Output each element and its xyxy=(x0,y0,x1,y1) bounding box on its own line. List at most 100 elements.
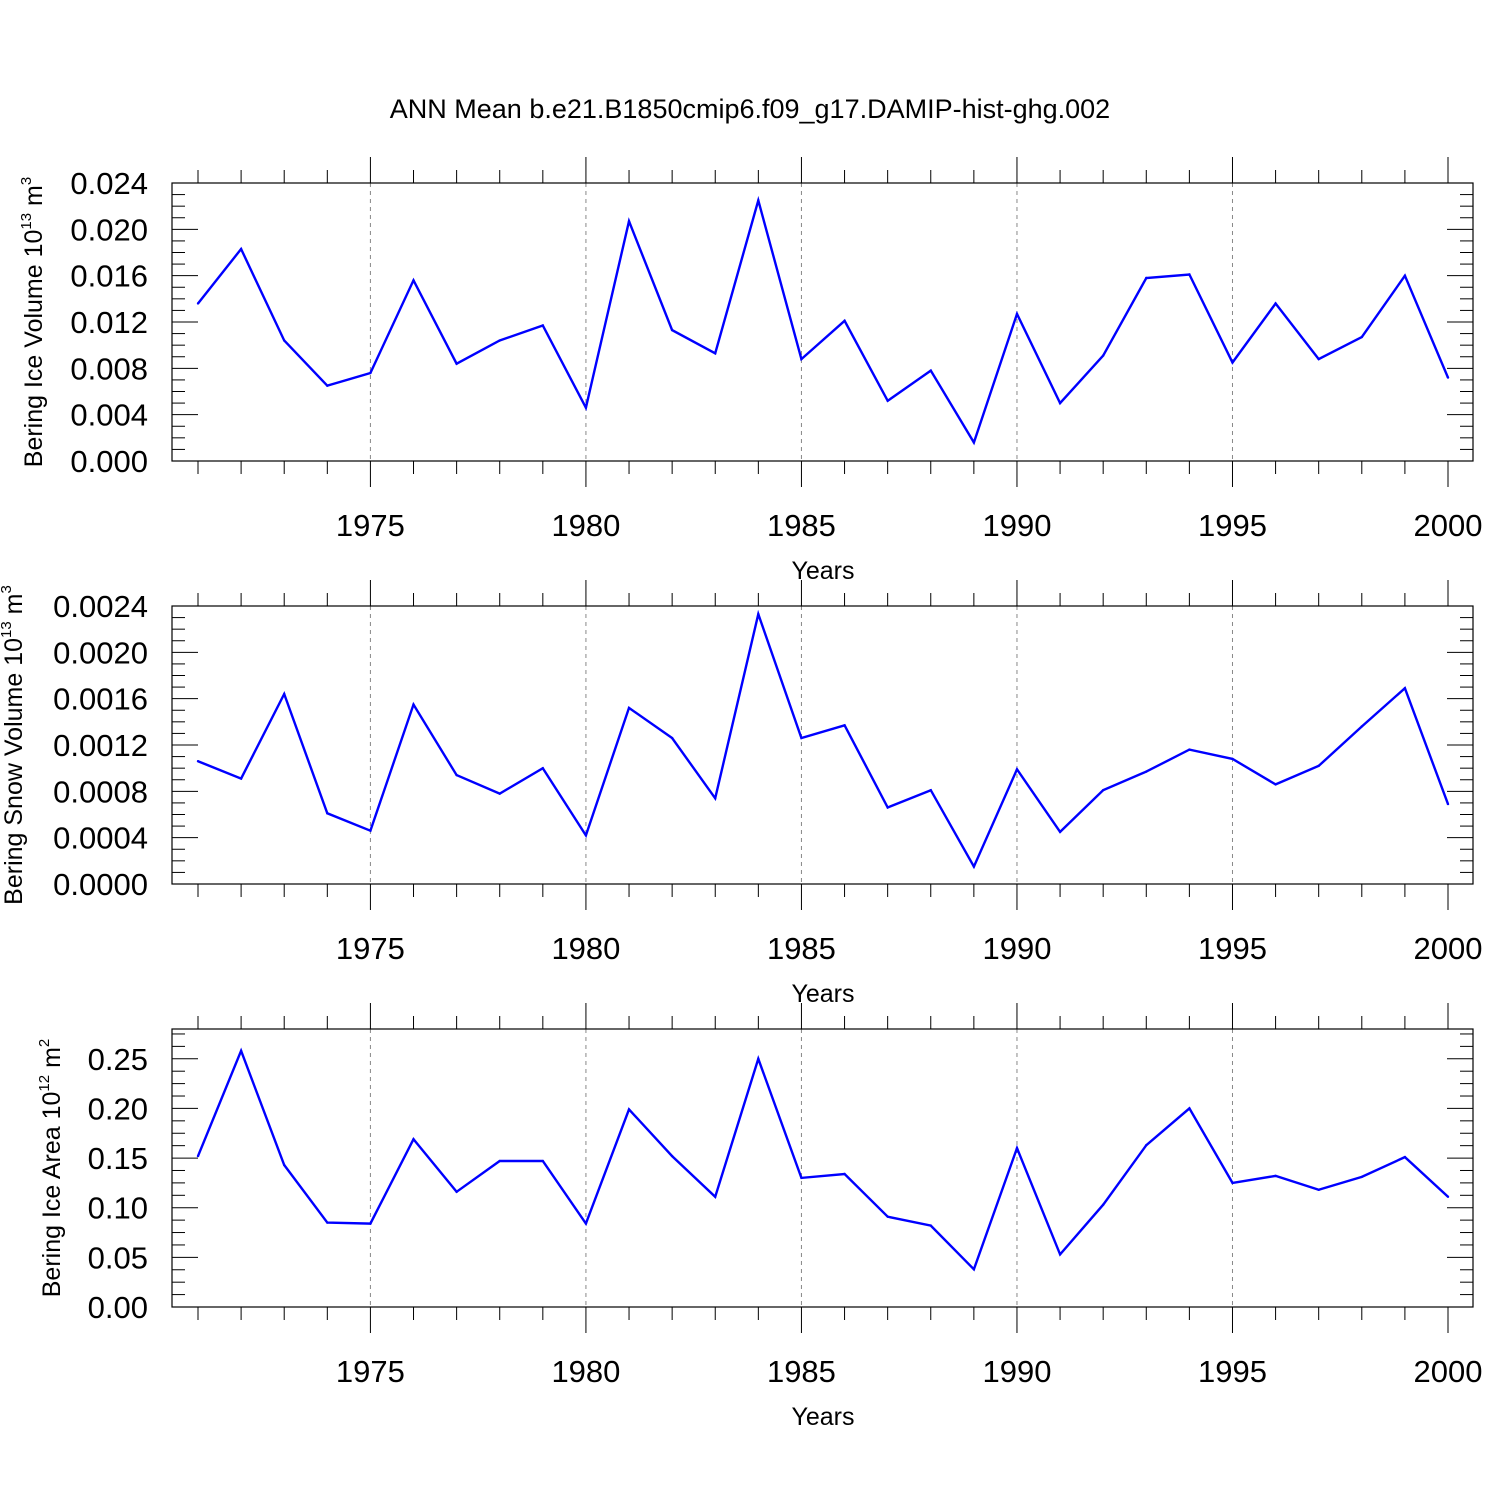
data-point xyxy=(584,834,588,837)
data-point xyxy=(843,1172,846,1176)
x-tick-label: 2000 xyxy=(1414,508,1483,543)
data-point xyxy=(1360,335,1363,339)
data-point xyxy=(196,1154,200,1158)
y-tick-label: 0.15 xyxy=(88,1141,148,1176)
data-point xyxy=(843,724,846,727)
x-tick-label: 1995 xyxy=(1198,508,1267,543)
data-point xyxy=(800,357,803,361)
data-point xyxy=(972,1268,976,1271)
data-point xyxy=(541,324,545,327)
data-point xyxy=(886,1215,889,1218)
data-point xyxy=(886,806,889,809)
data-point xyxy=(886,399,889,402)
data-point xyxy=(283,692,286,696)
data-point xyxy=(369,829,372,832)
chart-panel-2: 1975 1980 1985 1990 1995 2000 0.0000 0.0004 0.00… xyxy=(0,580,1482,1008)
x-tick-label: 1975 xyxy=(336,508,405,543)
y-axis-label: Bering Ice Area 1012 m2 xyxy=(36,1039,66,1298)
data-point xyxy=(670,736,674,740)
x-tick-label: 1995 xyxy=(1198,1354,1267,1389)
x-tick-label: 1990 xyxy=(982,1354,1051,1389)
y-tick-label: 0.0000 xyxy=(53,867,148,902)
data-point xyxy=(541,766,545,770)
data-point xyxy=(757,612,760,616)
data-point xyxy=(498,1159,501,1163)
x-tick-label: 2000 xyxy=(1414,931,1483,966)
data-point xyxy=(326,384,329,387)
data-point xyxy=(929,369,932,372)
data-point xyxy=(369,1222,372,1225)
data-point xyxy=(929,1224,932,1227)
data-point xyxy=(412,703,415,706)
data-point xyxy=(757,1057,760,1060)
data-point xyxy=(412,1138,415,1141)
data-point xyxy=(714,797,717,800)
data-point xyxy=(1101,354,1105,357)
data-point xyxy=(714,1195,717,1198)
data-point xyxy=(1058,830,1062,834)
data-point xyxy=(1015,768,1019,771)
series-line xyxy=(197,609,1450,870)
data-point xyxy=(800,1176,803,1180)
data-point xyxy=(714,352,717,355)
data-point xyxy=(972,865,976,868)
data-point xyxy=(541,1159,545,1163)
data-point xyxy=(1231,361,1234,364)
data-point xyxy=(412,279,415,282)
data-point xyxy=(498,792,501,795)
data-point xyxy=(1145,276,1148,280)
data-point xyxy=(584,1222,588,1225)
data-point xyxy=(1188,273,1191,276)
data-point xyxy=(369,371,372,375)
x-tick-label: 1995 xyxy=(1198,931,1267,966)
data-point xyxy=(757,199,760,202)
data-point xyxy=(1145,770,1148,773)
data-point xyxy=(1145,1143,1148,1147)
y-tick-label: 0.000 xyxy=(70,444,148,479)
x-tick-label: 1985 xyxy=(767,508,836,543)
data-point xyxy=(196,760,200,763)
y-tick-label: 0.0020 xyxy=(53,635,148,670)
data-point xyxy=(1188,748,1191,751)
data-point xyxy=(1403,687,1407,690)
data-point xyxy=(1274,302,1277,305)
y-tick-label: 0.024 xyxy=(70,166,148,201)
data-point xyxy=(196,302,200,305)
plot-frame xyxy=(171,1028,1474,1308)
data-point xyxy=(239,1049,243,1053)
data-point xyxy=(239,777,243,780)
y-tick-label: 0.05 xyxy=(88,1240,148,1275)
data-point xyxy=(1101,788,1105,792)
data-point xyxy=(1231,757,1234,761)
data-point xyxy=(326,1221,329,1224)
data-point xyxy=(584,406,588,409)
data-point xyxy=(326,812,329,815)
data-point xyxy=(1015,312,1019,316)
y-tick-label: 0.20 xyxy=(88,1091,148,1126)
data-point xyxy=(1360,1175,1363,1179)
data-point xyxy=(1188,1107,1191,1110)
data-point xyxy=(843,319,846,323)
data-point xyxy=(1274,1174,1277,1178)
y-tick-label: 0.012 xyxy=(70,305,148,340)
panels: 1975 1980 1985 1990 1995 2000 0.000 0.004 0.008 0… xyxy=(0,157,1482,1431)
y-tick-label: 0.0024 xyxy=(53,589,148,624)
data-point xyxy=(239,247,243,251)
data-point xyxy=(670,1154,674,1158)
x-axis-label: Years xyxy=(791,557,854,585)
data-point xyxy=(283,1163,286,1167)
y-tick-label: 0.008 xyxy=(70,351,148,386)
x-axis-label: Years xyxy=(791,1403,854,1431)
series-line xyxy=(196,1047,1449,1272)
data-point xyxy=(498,339,501,342)
x-tick-label: 1975 xyxy=(336,931,405,966)
data-point xyxy=(1101,1203,1105,1206)
y-tick-label: 0.0004 xyxy=(53,821,148,856)
data-point xyxy=(1317,1188,1320,1192)
y-tick-label: 0.004 xyxy=(70,398,148,433)
y-tick-label: 0.10 xyxy=(88,1191,148,1226)
data-point xyxy=(1058,401,1062,405)
y-tick-label: 0.0012 xyxy=(53,728,148,763)
